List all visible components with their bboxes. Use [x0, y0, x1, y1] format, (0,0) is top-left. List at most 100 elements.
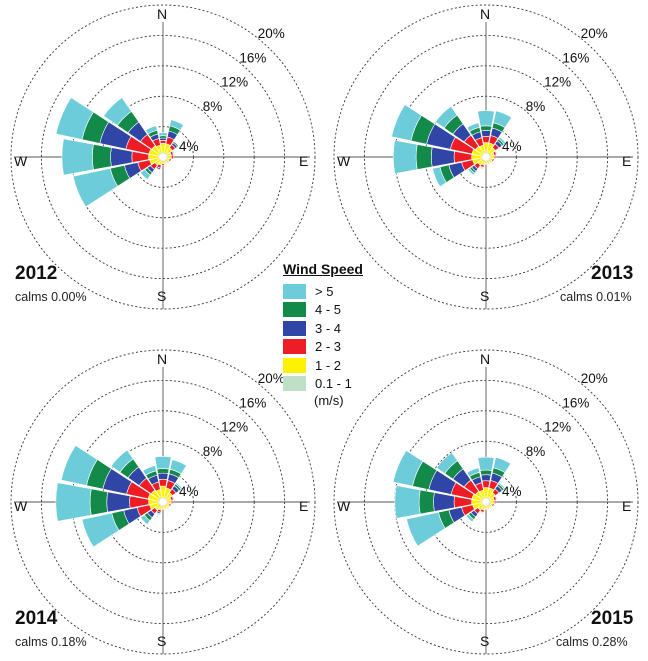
petal-ESE-2_3 — [168, 503, 172, 507]
compass-w: W — [14, 153, 28, 169]
legend-label: 0.1 - 1 — [315, 376, 352, 392]
legend-item: 4 - 5 — [283, 301, 379, 320]
petal-W-_5 — [394, 485, 421, 519]
ring-label: 20% — [258, 26, 285, 41]
ring-label: 8% — [526, 99, 546, 114]
petal-WNW-_5 — [391, 104, 422, 142]
petal-W-3_4 — [110, 147, 133, 167]
compass-s: S — [157, 288, 166, 304]
ring-label: 16% — [562, 395, 589, 410]
petal-N-_5 — [477, 456, 495, 471]
petal-N-3_4 — [157, 472, 169, 480]
calm-circle — [481, 497, 491, 507]
compass-w: W — [14, 498, 28, 514]
grid-ring — [333, 349, 639, 655]
petal-WSW-_5 — [72, 168, 119, 208]
wind-speed-legend: Wind Speed > 5 4 - 5 3 - 4 2 - 3 1 - 2 0… — [283, 261, 379, 408]
petal-SSW-_5 — [478, 166, 484, 170]
petal-W-3_4 — [433, 492, 455, 512]
ring-label: 4% — [179, 139, 199, 154]
petal-E-2_3 — [170, 499, 174, 505]
ring-label: 12% — [544, 420, 571, 435]
grid-ring — [10, 349, 316, 655]
petal-NNE-_5 — [169, 119, 185, 131]
petal-NW-_5 — [436, 452, 458, 474]
petal-WSW-_5 — [406, 511, 446, 547]
ring-label: 8% — [203, 99, 223, 114]
grid-ring — [333, 4, 639, 310]
ring-label: 20% — [581, 371, 608, 386]
legend-label: 1 - 2 — [315, 357, 342, 373]
legend-units: (m/s) — [314, 393, 344, 408]
petal-SW-_5 — [140, 514, 151, 525]
petal-NW-_5 — [103, 97, 132, 126]
petal-WSW-_5 — [432, 166, 447, 188]
compass-e: E — [299, 153, 308, 169]
petal-W-4_5 — [89, 488, 109, 516]
calm-circle — [158, 152, 168, 162]
year-label-2015: 2015 — [591, 608, 634, 629]
ring-label: 12% — [221, 75, 248, 90]
legend-swatch — [283, 302, 306, 318]
legend-swatch — [283, 357, 306, 373]
petal-N-2_3 — [481, 136, 491, 144]
calms-2015: calms 0.28% — [556, 635, 628, 649]
petal-SSW-_5 — [154, 168, 161, 172]
legend-label: 4 - 5 — [315, 302, 342, 318]
legend-swatch — [283, 320, 306, 336]
petal-NNE-_5 — [493, 457, 512, 474]
year-label-2014: 2014 — [15, 608, 58, 629]
petal-E-2_3 — [493, 499, 497, 505]
petal-SW-_5 — [140, 169, 151, 180]
year-label-2012: 2012 — [15, 263, 58, 284]
ring-label: 12% — [544, 75, 571, 90]
petal-S-2_3 — [484, 163, 488, 165]
calm-circle — [481, 152, 491, 162]
ring-label: 4% — [502, 484, 522, 499]
petal-W-4_5 — [418, 489, 435, 515]
petal-WNW-_5 — [392, 450, 424, 487]
legend-label: 2 - 3 — [315, 339, 342, 355]
petal-N-_5 — [158, 132, 168, 137]
petal-N-2_3 — [158, 478, 168, 487]
petal-ESE-2_3 — [491, 158, 495, 162]
compass-n: N — [157, 351, 167, 367]
year-label-2013: 2013 — [591, 263, 634, 284]
petal-ENE-3_4 — [494, 150, 498, 156]
petal-SSW-_5 — [155, 512, 161, 516]
grid-ring — [10, 4, 316, 310]
compass-e: E — [622, 153, 631, 169]
legend-title: Wind Speed — [283, 261, 363, 277]
wind-rose-2012: 4% 8% 12% 16% 20% N E S W — [10, 4, 316, 310]
petal-W-_5 — [55, 482, 92, 522]
petal-W-4_5 — [92, 143, 112, 171]
petal-NNE-_5 — [169, 459, 187, 475]
wind-rose-2015: 4% 8% 12% 16% 20% N E S W — [333, 349, 639, 655]
petal-NE-_5 — [175, 482, 183, 490]
legend-item: 1 - 2 — [283, 356, 379, 375]
petal-N-_5 — [154, 456, 172, 470]
legend-item: > 5 — [283, 282, 379, 301]
petal-NW-_5 — [110, 449, 134, 473]
petal-N-4_5 — [479, 469, 493, 476]
petal-S-2_3 — [161, 508, 165, 510]
legend-swatch — [283, 283, 306, 299]
ring-label: 20% — [258, 371, 285, 386]
calm-circle — [158, 497, 168, 507]
compass-n: N — [480, 351, 490, 367]
compass-w: W — [337, 153, 351, 169]
petal-E-2_3 — [170, 154, 174, 160]
compass-s: S — [480, 633, 489, 649]
ring-label: 12% — [221, 420, 248, 435]
petal-ENE-3_4 — [494, 495, 498, 501]
petal-NE-_5 — [498, 482, 506, 490]
petal-S-2_3 — [161, 163, 165, 166]
petal-SSW-_5 — [478, 511, 484, 515]
ring-label: 20% — [581, 26, 608, 41]
legend-swatch — [283, 376, 306, 392]
ring-label: 4% — [179, 484, 199, 499]
calms-2013: calms 0.01% — [560, 290, 632, 304]
petal-E-2_3 — [493, 154, 497, 160]
petal-N-3_4 — [480, 474, 492, 482]
